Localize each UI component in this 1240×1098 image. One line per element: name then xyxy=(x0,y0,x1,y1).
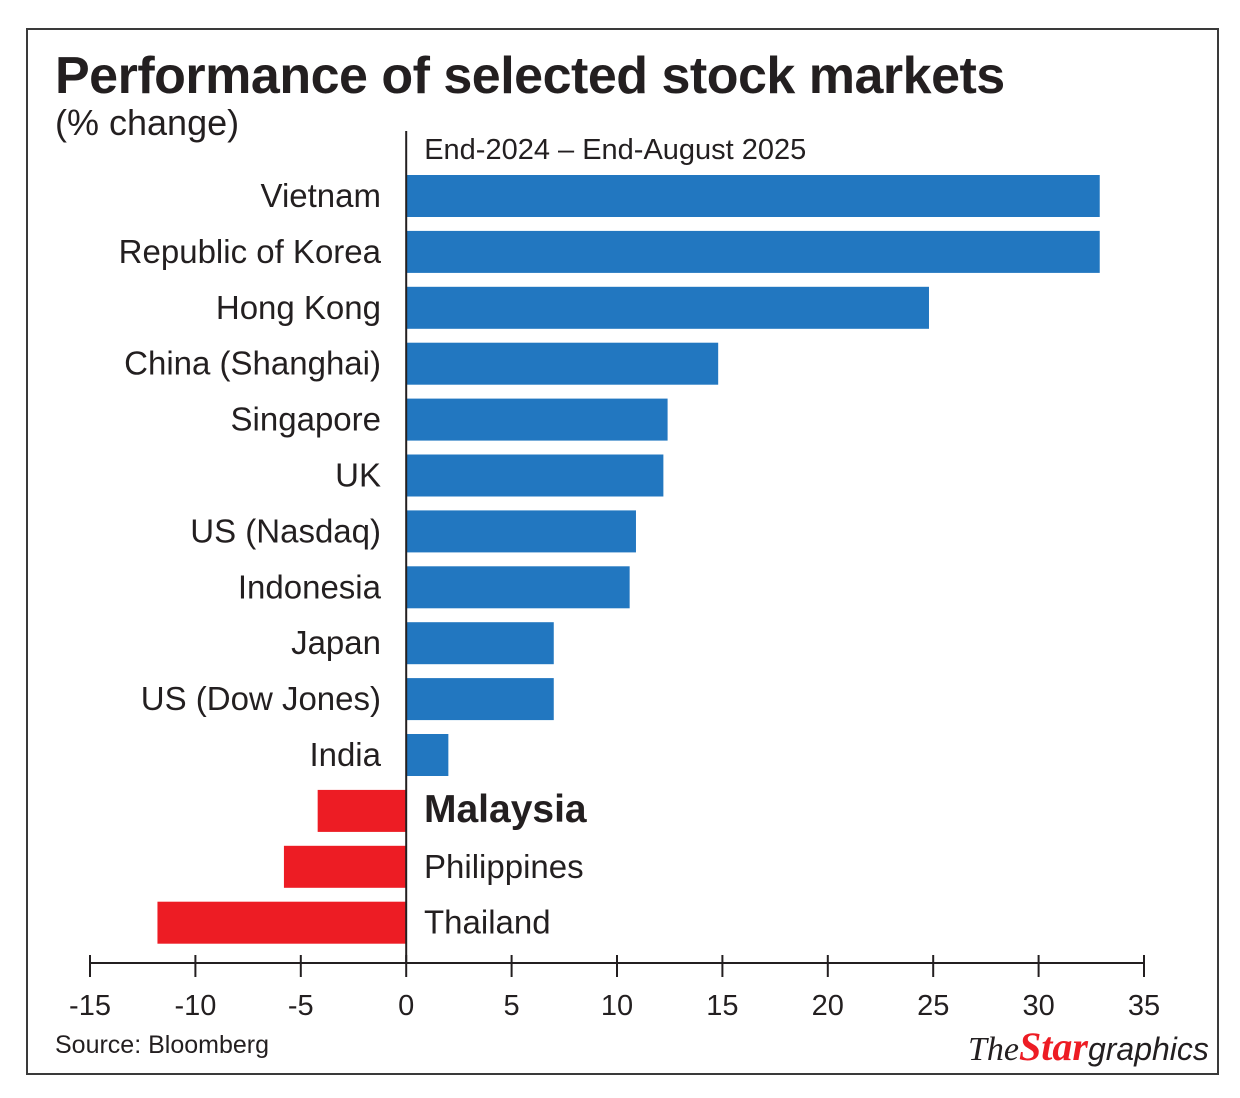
category-label-japan: Japan xyxy=(291,624,381,661)
category-label-uk: UK xyxy=(335,457,381,494)
bar-indonesia xyxy=(406,566,630,609)
category-label-singapore: Singapore xyxy=(231,401,381,438)
x-tick-label: -15 xyxy=(69,990,111,1022)
x-tick-label: -5 xyxy=(288,990,314,1022)
bar-malaysia xyxy=(317,789,407,832)
x-tick-label: 30 xyxy=(1022,990,1054,1022)
category-label-republic-of-korea: Republic of Korea xyxy=(119,233,382,270)
x-tick-label: 5 xyxy=(504,990,520,1022)
category-label-indonesia: Indonesia xyxy=(238,568,382,605)
bar-us-dow-jones xyxy=(406,678,554,721)
category-label-india: India xyxy=(309,736,381,773)
x-axis: -15 -10 -5 0 5 10 15 20 25 30 35 xyxy=(69,955,1160,1022)
brand-the: The xyxy=(968,1031,1019,1068)
category-label-us-dow-jones: US (Dow Jones) xyxy=(141,680,381,717)
bars-layer xyxy=(157,175,1100,944)
bar-japan xyxy=(406,622,554,665)
chart-title: Performance of selected stock markets xyxy=(55,47,1005,105)
bar-india xyxy=(406,734,449,776)
x-tick-label: 0 xyxy=(398,990,414,1022)
brand-star: Star xyxy=(1019,1024,1088,1069)
x-tick-label: 35 xyxy=(1128,990,1160,1022)
category-label-hong-kong: Hong Kong xyxy=(216,289,381,326)
x-tick-label: -10 xyxy=(174,990,216,1022)
brand-graphics: graphics xyxy=(1087,1031,1209,1067)
x-tick-label: 20 xyxy=(812,990,844,1022)
bar-china-shanghai xyxy=(406,342,719,385)
bar-vietnam xyxy=(406,175,1100,217)
category-label-philippines: Philippines xyxy=(424,848,584,885)
category-label-china-shanghai: China (Shanghai) xyxy=(124,345,381,382)
category-label-malaysia: Malaysia xyxy=(424,788,587,831)
x-tick-label: 25 xyxy=(917,990,949,1022)
category-labels-layer: Vietnam Republic of Korea Hong Kong China (… xyxy=(119,177,587,941)
bar-us-nasdaq xyxy=(406,510,636,553)
category-label-thailand: Thailand xyxy=(424,904,551,941)
x-tick-label: 15 xyxy=(706,990,738,1022)
bar-thailand xyxy=(157,901,407,944)
bar-hong-kong xyxy=(406,286,929,329)
bar-singapore xyxy=(406,398,668,441)
bar-philippines xyxy=(283,845,407,888)
source-note: Source: Bloomberg xyxy=(55,1031,270,1059)
category-label-us-nasdaq: US (Nasdaq) xyxy=(190,512,381,549)
x-tick-label: 10 xyxy=(601,990,633,1022)
bar-republic-of-korea xyxy=(406,230,1100,273)
chart-subtitle: (% change) xyxy=(55,102,240,143)
category-label-vietnam: Vietnam xyxy=(261,177,381,214)
bar-uk xyxy=(406,454,664,497)
brand-logo: TheStargraphics xyxy=(968,1023,1209,1070)
period-label: End-2024 – End-August 2025 xyxy=(424,134,806,166)
